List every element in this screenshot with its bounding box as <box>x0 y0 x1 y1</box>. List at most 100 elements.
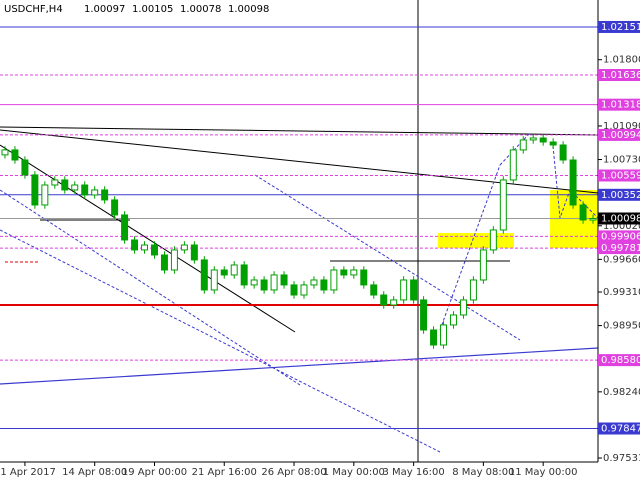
candle-body <box>200 259 208 291</box>
x-tick-label: 14 Apr 08:00 <box>62 467 127 478</box>
level-tag <box>598 354 640 367</box>
candle-body <box>160 254 168 271</box>
candle-body <box>440 324 448 346</box>
candle-body <box>1 149 9 156</box>
level-tag <box>598 169 640 182</box>
candles <box>1 134 597 349</box>
candle-body <box>91 189 99 196</box>
candle-body <box>330 269 338 291</box>
projection <box>552 145 599 219</box>
candle-body <box>509 149 517 181</box>
candle-body <box>499 179 507 231</box>
level-tag <box>598 128 640 141</box>
candle-body <box>370 284 378 296</box>
candle-body <box>81 184 89 196</box>
channel-line <box>0 347 599 385</box>
y-tick-label: 1.00730 <box>603 155 640 166</box>
candle-body <box>539 137 547 143</box>
level-label: 0.99781 <box>601 243 640 254</box>
candle-body <box>420 299 428 331</box>
candle-body <box>280 274 288 286</box>
levels <box>0 26 598 430</box>
candle-body <box>240 264 248 286</box>
level-label: 1.00559 <box>601 170 640 181</box>
trend-line <box>0 144 296 333</box>
candle-body <box>380 294 388 306</box>
x-tick-label: 21 Apr 16:00 <box>192 467 257 478</box>
x-tick-label: 11 May 00:00 <box>509 467 578 478</box>
x-tick-label: 11 Apr 2017 <box>0 467 56 478</box>
level-label: 1.00352 <box>601 190 640 201</box>
candle-body <box>459 299 467 316</box>
candle-body <box>400 279 408 301</box>
candle-body <box>220 269 228 276</box>
candle-body <box>111 199 119 216</box>
candle-body <box>469 279 477 301</box>
candle-body <box>190 244 198 261</box>
candle-body <box>559 144 567 161</box>
channel-line <box>254 174 521 341</box>
channel-line <box>0 229 441 453</box>
candle-body <box>71 184 79 191</box>
level-tag <box>598 98 640 111</box>
candle-body <box>529 137 537 141</box>
x-tick-label: 1 May 00:00 <box>323 467 385 478</box>
x-tick-label: 8 May 08:00 <box>452 467 514 478</box>
candle-body <box>180 244 188 251</box>
level-tag <box>598 422 640 435</box>
candle-body <box>519 139 527 151</box>
x-tick-label: 19 Apr 00:00 <box>122 467 187 478</box>
axis-labels: 1.00097 1.00105 1.00078 1.00098 1.01800 1.010… <box>0 4 640 478</box>
candle-body <box>121 214 129 241</box>
candle-body <box>310 279 318 286</box>
header-value: 1.00105 <box>132 4 173 15</box>
candle-body <box>390 299 398 306</box>
candle-body <box>449 314 457 326</box>
candle-body <box>300 284 308 296</box>
y-tick-label: 1.01090 <box>603 121 640 132</box>
channel-line <box>499 132 531 166</box>
candle-body <box>350 269 358 276</box>
candle-body <box>141 244 149 251</box>
candle-body <box>270 274 278 291</box>
candle-body <box>290 284 298 296</box>
candle-body <box>250 279 258 286</box>
candle-body <box>579 204 587 221</box>
level-tag <box>598 242 640 255</box>
level-label: 0.99906 <box>601 231 640 242</box>
candle-body <box>131 239 139 251</box>
candle-body <box>41 184 49 206</box>
level-label: 0.97847 <box>601 424 640 435</box>
level-label: 1.00098 <box>601 213 640 224</box>
candle-body <box>31 174 39 206</box>
x-tick-label: 26 Apr 08:00 <box>261 467 326 478</box>
candle-body <box>170 249 178 271</box>
header-value: 1.00097 <box>84 4 125 15</box>
candle-body <box>549 141 557 146</box>
channel-line <box>439 164 501 331</box>
candle-body <box>61 179 69 191</box>
level-label: 1.01636 <box>601 70 640 81</box>
level-label: 1.01318 <box>601 100 640 111</box>
level-label: 1.00994 <box>601 130 640 141</box>
zone <box>438 233 514 248</box>
candle-body <box>230 264 238 276</box>
candle-body <box>479 249 487 281</box>
candle-body <box>210 269 218 291</box>
candle-body <box>101 189 109 201</box>
candle-body <box>150 244 158 256</box>
y-tick-label: 1.01800 <box>603 55 640 66</box>
candle-body <box>21 159 29 176</box>
candle-body <box>360 269 368 286</box>
level-tag <box>598 230 640 243</box>
candle-body <box>340 269 348 276</box>
header-value: 1.00078 <box>180 4 221 15</box>
candle-body <box>51 179 59 186</box>
